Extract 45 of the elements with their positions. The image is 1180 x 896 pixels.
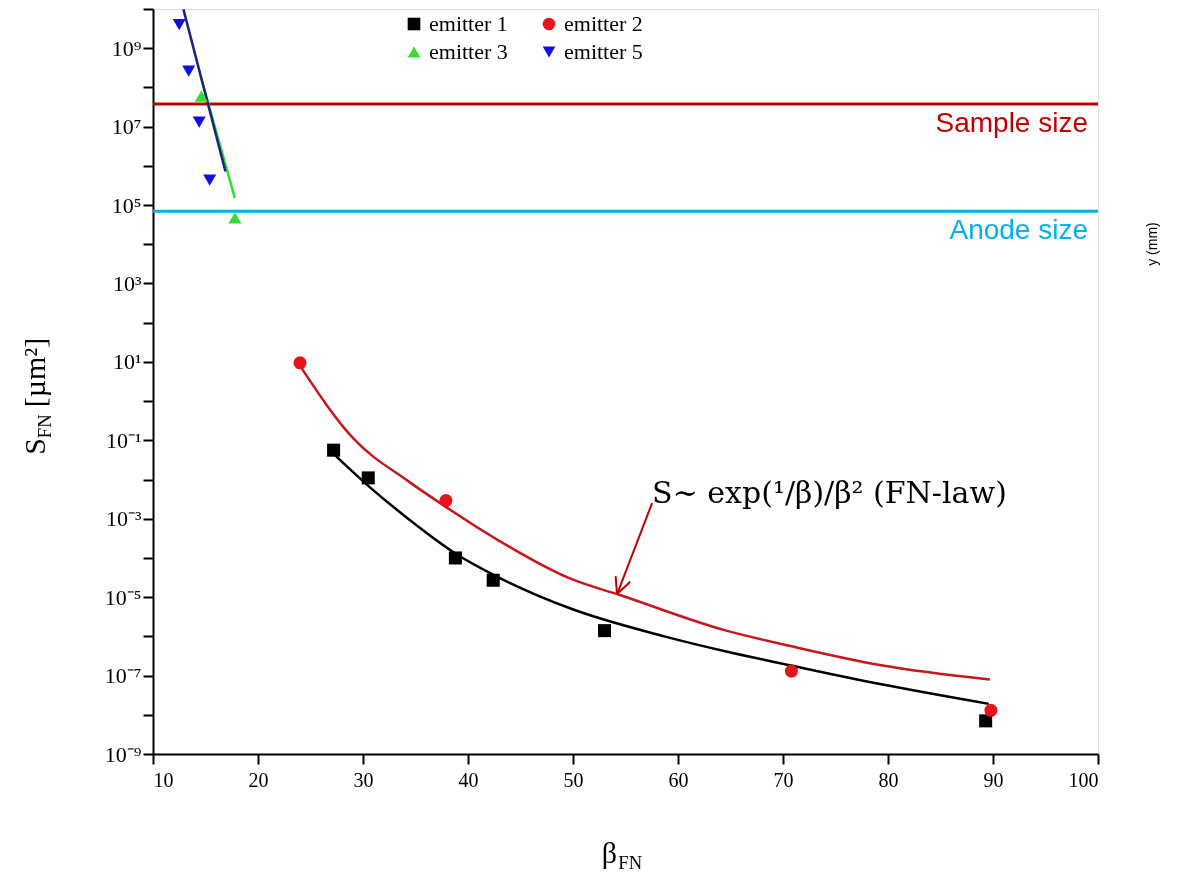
point <box>784 664 798 678</box>
point <box>327 443 341 457</box>
y-tick-label: 10⁻¹ <box>105 427 142 453</box>
legend-label: emitter 2 <box>564 11 643 36</box>
point <box>439 494 453 508</box>
x-tick-label: 80 <box>878 768 899 791</box>
point <box>203 174 217 186</box>
x-tick-label: 100 <box>1068 768 1099 791</box>
x-tick-label: 40 <box>458 768 479 791</box>
point <box>192 116 206 128</box>
x-tick-label: 30 <box>353 768 374 791</box>
point <box>486 573 500 587</box>
y-tick-label: 10¹ <box>112 349 142 375</box>
point <box>448 551 462 565</box>
x-tick-label: 10 <box>153 768 174 791</box>
legend-label: emitter 1 <box>429 11 508 36</box>
y-tick-label: 10⁻³ <box>105 506 142 532</box>
point <box>361 471 375 485</box>
y-tick-label: 10⁵ <box>111 192 142 218</box>
y-tick-label: 10⁻⁷ <box>104 663 142 689</box>
point <box>293 356 307 370</box>
y-tick-label: 10⁻⁹ <box>104 741 142 767</box>
ref-line-label: Sample size <box>935 106 1088 138</box>
y-tick-label: 10⁹ <box>111 35 142 61</box>
annotation: S∼ exp(¹/β)/β² (FN-law) <box>652 475 1007 511</box>
ref-line-label: Anode size <box>949 214 1088 246</box>
point <box>228 212 242 224</box>
y-tick-label: 10³ <box>112 270 142 296</box>
text: y (mm) <box>1144 222 1160 266</box>
point <box>979 714 993 728</box>
y-axis-title: SFN [µm²] <box>18 337 55 455</box>
y-tick-label: 10⁷ <box>111 114 142 140</box>
x-tick-label: 50 <box>563 768 584 791</box>
point <box>597 624 612 638</box>
point <box>984 703 998 717</box>
point <box>194 90 208 102</box>
x-tick-label: 60 <box>668 768 689 791</box>
legend-label: emitter 3 <box>429 39 508 64</box>
x-tick-label: 90 <box>983 768 1004 791</box>
x-tick-label: 20 <box>248 768 269 791</box>
point <box>172 18 186 31</box>
point <box>182 65 196 77</box>
y-tick-label: 10⁻⁵ <box>104 584 142 610</box>
legend-label: emitter 5 <box>564 39 643 64</box>
x-tick-label: 70 <box>773 768 794 791</box>
